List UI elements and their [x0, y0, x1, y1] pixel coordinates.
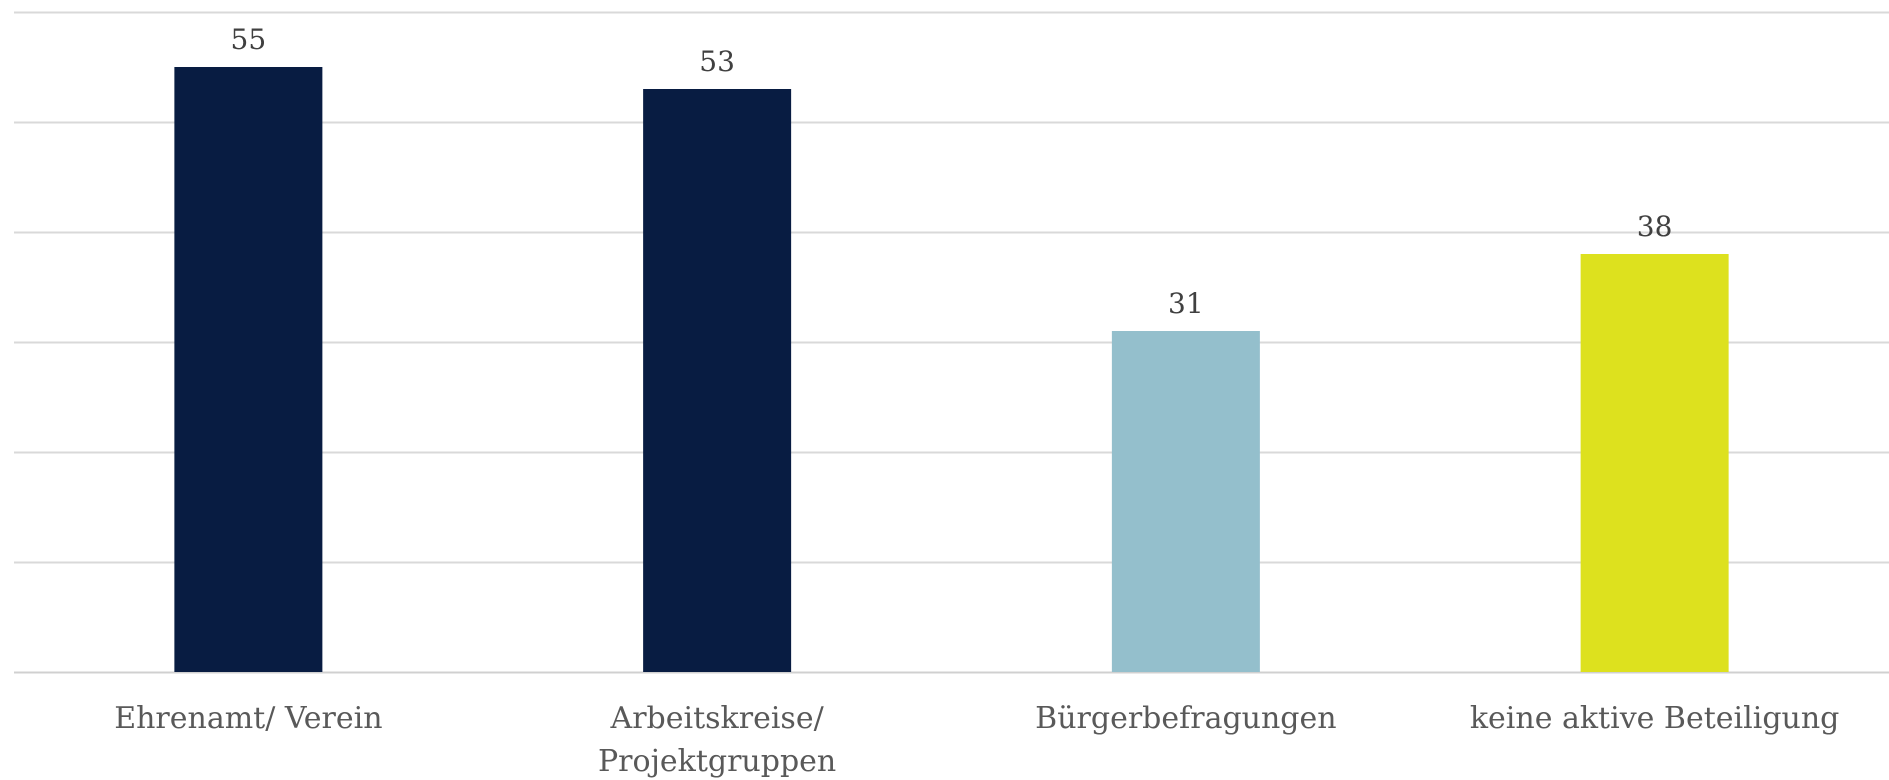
- gridlines: [14, 11, 1889, 674]
- data-label: 55: [231, 23, 267, 56]
- data-label: 53: [699, 45, 735, 78]
- category-label: Ehrenamt/ Verein: [114, 701, 382, 736]
- bar: [1111, 331, 1260, 672]
- category-label: Arbeitskreise/Projektgruppen: [598, 701, 836, 779]
- data-label: 38: [1637, 210, 1673, 243]
- data-labels: 55 53 31 38: [231, 23, 1673, 320]
- data-label: 31: [1168, 287, 1204, 320]
- category-labels: Ehrenamt/ Verein Arbeitskreise/Projektgru…: [114, 701, 1839, 779]
- bar: [174, 67, 323, 672]
- bar: [643, 89, 792, 672]
- category-label: Bürgerbefragungen: [1035, 701, 1336, 736]
- bar: [1580, 254, 1729, 672]
- category-label: keine aktive Beteiligung: [1470, 701, 1840, 736]
- bars: [174, 67, 1729, 672]
